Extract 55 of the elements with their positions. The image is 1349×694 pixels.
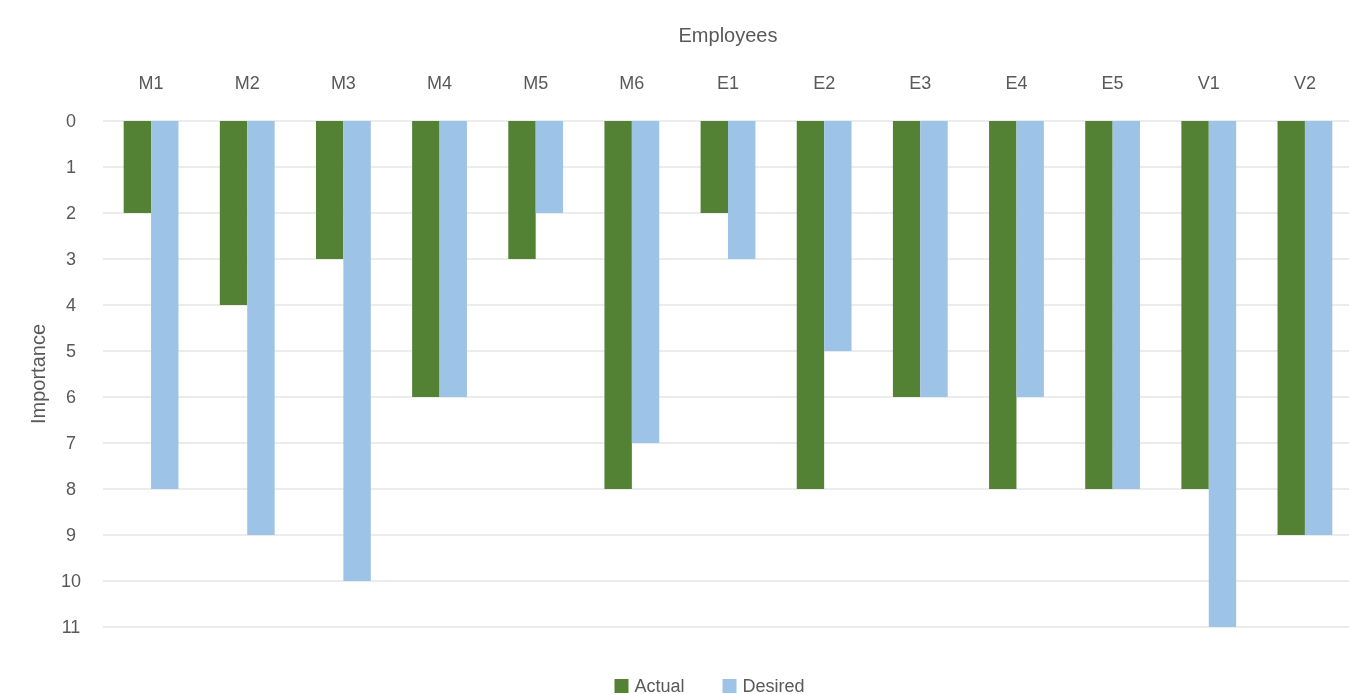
bar xyxy=(1208,121,1237,627)
bar xyxy=(1085,121,1113,489)
bar xyxy=(247,121,275,535)
y-tick-label: 2 xyxy=(65,203,77,224)
y-tick-label: 1 xyxy=(65,157,77,178)
y-tick-label: 4 xyxy=(65,295,77,316)
y-tick-label: 7 xyxy=(65,433,77,454)
bar xyxy=(343,121,371,581)
x-tick-label: M5 xyxy=(523,73,549,94)
x-tick-label: M3 xyxy=(330,73,356,94)
bar xyxy=(151,121,179,489)
x-tick-label: E1 xyxy=(716,73,740,94)
bar xyxy=(1016,121,1044,397)
x-tick-label: M6 xyxy=(619,73,645,94)
y-tick-label: 0 xyxy=(65,111,77,132)
bar xyxy=(989,121,1017,489)
x-tick-label: E5 xyxy=(1101,73,1124,94)
y-tick-label: 8 xyxy=(65,479,77,500)
bar xyxy=(315,121,344,259)
y-tick-label: 3 xyxy=(65,249,77,270)
y-tick-label: 9 xyxy=(65,525,77,546)
bar xyxy=(604,121,632,489)
x-tick-label: V1 xyxy=(1197,73,1220,94)
bar xyxy=(439,121,467,397)
y-tick-label: 10 xyxy=(60,571,82,592)
bar xyxy=(1277,121,1305,535)
bar xyxy=(796,121,825,489)
x-tick-label: E4 xyxy=(1005,73,1028,94)
x-tick-label: M4 xyxy=(427,73,453,94)
x-tick-label: E2 xyxy=(813,73,836,94)
x-tick-label: E3 xyxy=(909,73,932,94)
bar xyxy=(700,121,728,213)
bar xyxy=(508,121,536,259)
bar xyxy=(412,121,440,397)
legend-label: Actual xyxy=(634,676,685,694)
legend-label: Desired xyxy=(742,676,805,694)
bar xyxy=(1181,121,1209,489)
x-tick-label: M2 xyxy=(234,73,260,94)
bar xyxy=(920,121,948,397)
x-tick-label: V2 xyxy=(1293,73,1316,94)
y-tick-label: 6 xyxy=(65,387,77,408)
y-tick-label: 11 xyxy=(61,617,81,638)
bar xyxy=(219,121,248,305)
y-tick-label: 5 xyxy=(65,341,77,362)
bar xyxy=(631,121,660,443)
x-tick-label: M1 xyxy=(138,73,164,94)
x-axis-title: Employees xyxy=(678,24,778,46)
bar xyxy=(123,121,152,213)
bar xyxy=(535,121,564,213)
bar xyxy=(1304,121,1333,535)
bar xyxy=(892,121,921,397)
y-axis-title: Importance xyxy=(27,323,49,425)
bar xyxy=(824,121,852,351)
bar xyxy=(728,121,756,259)
bar xyxy=(1112,121,1141,489)
